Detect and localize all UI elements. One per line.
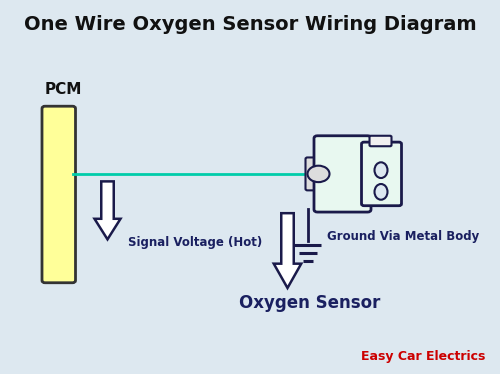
Text: Easy Car Electrics: Easy Car Electrics <box>360 350 485 363</box>
Text: PCM: PCM <box>45 82 82 97</box>
Circle shape <box>308 166 330 182</box>
Text: Ground Via Metal Body: Ground Via Metal Body <box>328 230 480 243</box>
FancyBboxPatch shape <box>362 142 402 206</box>
FancyBboxPatch shape <box>42 106 76 283</box>
FancyBboxPatch shape <box>314 136 371 212</box>
Ellipse shape <box>374 184 388 200</box>
Text: Signal Voltage (Hot): Signal Voltage (Hot) <box>128 236 262 249</box>
FancyBboxPatch shape <box>306 157 322 190</box>
FancyBboxPatch shape <box>370 136 392 146</box>
Ellipse shape <box>374 162 388 178</box>
Polygon shape <box>94 181 120 239</box>
Text: One Wire Oxygen Sensor Wiring Diagram: One Wire Oxygen Sensor Wiring Diagram <box>24 15 476 34</box>
Polygon shape <box>274 213 301 288</box>
Text: Oxygen Sensor: Oxygen Sensor <box>240 294 380 312</box>
